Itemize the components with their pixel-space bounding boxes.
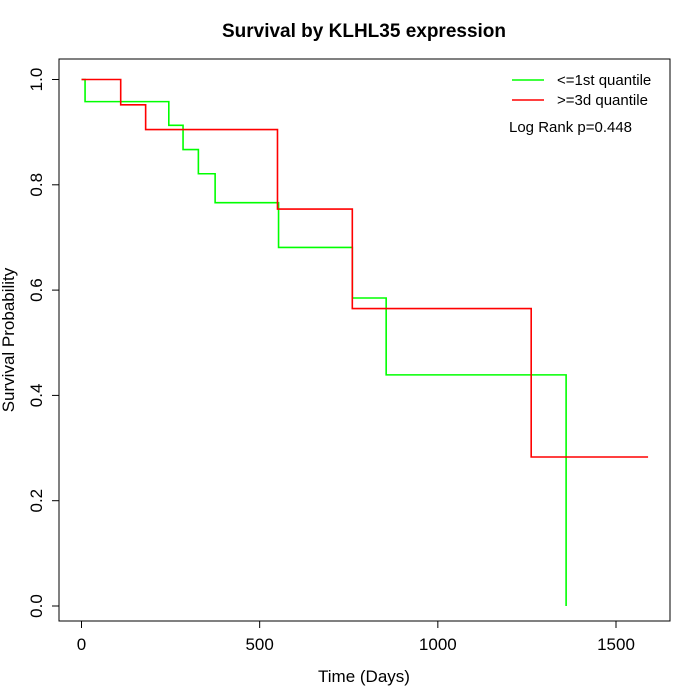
legend: <=1st quantile >=3d quantile — [512, 72, 651, 109]
x-tick-label: 1000 — [419, 635, 457, 654]
y-tick-label: 0.4 — [27, 384, 46, 408]
legend-label-1: <=1st quantile — [557, 72, 651, 89]
chart-title: Survival by KLHL35 expression — [222, 21, 506, 42]
series-line-2 — [81, 78, 649, 458]
series-line-1 — [81, 78, 567, 606]
y-tick-label: 0.8 — [27, 173, 46, 197]
log-rank-annotation: Log Rank p=0.448 — [509, 119, 632, 136]
y-tick-label: 0.6 — [27, 278, 46, 302]
y-axis-label: Survival Probability — [0, 267, 18, 412]
series-layer — [81, 78, 649, 606]
plot-frame — [58, 58, 671, 622]
y-tick-label: 0.0 — [27, 594, 46, 618]
x-axis-label: Time (Days) — [318, 667, 410, 686]
x-tick-label: 1500 — [597, 635, 635, 654]
y-tick-label: 0.2 — [27, 489, 46, 513]
legend-label-2: >=3d quantile — [557, 92, 648, 109]
y-axis: 0.0 0.2 0.4 0.6 0.8 1.0 — [27, 68, 60, 618]
y-tick-label: 1.0 — [27, 68, 46, 92]
x-tick-label: 0 — [77, 635, 86, 654]
x-axis: 0 500 1000 1500 — [77, 620, 635, 654]
x-tick-label: 500 — [245, 635, 273, 654]
